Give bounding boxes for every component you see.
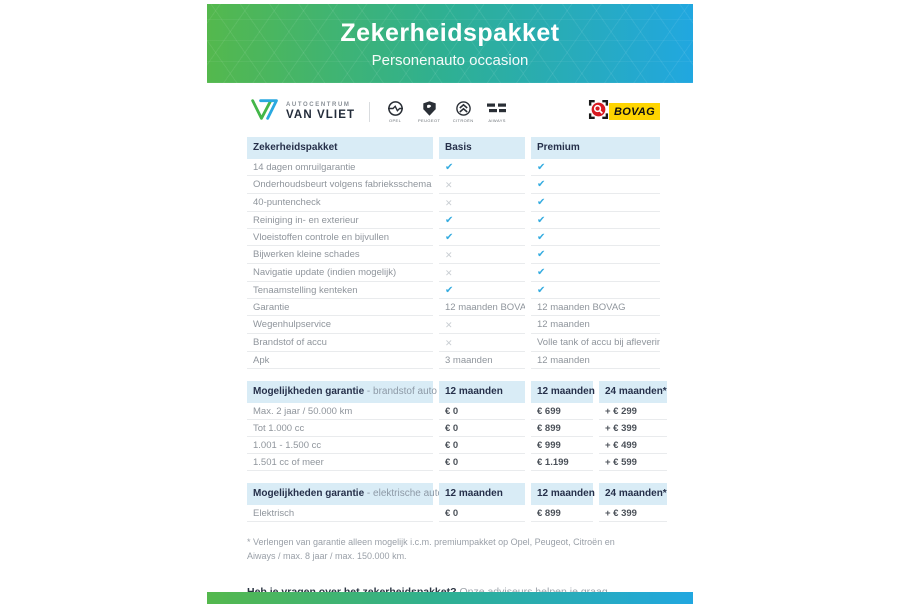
price-value: + € 299 (599, 403, 667, 420)
vertical-divider (369, 101, 371, 122)
price-value: € 0 (439, 420, 525, 437)
citroen-icon (455, 101, 471, 116)
row-label: Elektrisch (247, 505, 433, 522)
electric-col-12m-premium: 12 maanden (531, 483, 595, 505)
cross-icon: ✕ (439, 176, 525, 194)
bottom-gradient-bar (207, 592, 693, 604)
electric-table-title: Mogelijkheden garantie - elektrische aut… (247, 483, 443, 505)
brand-logos: OPEL PEUGEOT CITROËN (384, 100, 508, 123)
flyer-page: Zekerheidspakket Personenauto occasion A… (207, 4, 693, 604)
package-comparison-table: Zekerheidspakket Basis Premium 14 dagen … (247, 137, 660, 369)
row-label: Onderhoudsbeurt volgens fabrieksschema (247, 176, 433, 194)
column-header-premium: Premium (531, 137, 660, 159)
premium-value: 12 maanden BOVAG (531, 299, 660, 316)
page-subtitle: Personenauto occasion (371, 52, 529, 69)
row-label: 1.001 - 1.500 cc (247, 437, 433, 454)
row-label: Wegenhulpservice (247, 316, 433, 334)
row-label: Reiniging in- en exterieur (247, 212, 433, 229)
cross-icon: ✕ (439, 316, 525, 334)
row-label: 40-puntencheck (247, 194, 433, 212)
basis-value: 3 maanden (439, 352, 525, 369)
price-value: € 0 (439, 454, 525, 471)
cross-icon: ✕ (439, 334, 525, 352)
fuel-warranty-table: Mogelijkheden garantie - brandstof auto … (247, 381, 667, 471)
row-label: Apk (247, 352, 433, 369)
basis-value: 12 maanden BOVAG (439, 299, 525, 316)
row-label: Tot 1.000 cc (247, 420, 433, 437)
row-label: Max. 2 jaar / 50.000 km (247, 403, 433, 420)
row-label: Navigatie update (indien mogelijk) (247, 264, 433, 282)
price-value: € 0 (439, 403, 525, 420)
row-label: Bijwerken kleine schades (247, 246, 433, 264)
premium-value: 12 maanden (531, 316, 660, 334)
cross-icon: ✕ (439, 194, 525, 212)
banner: Zekerheidspakket Personenauto occasion (207, 4, 693, 83)
bovag-icon (588, 99, 609, 125)
electric-warranty-table: Mogelijkheden garantie - elektrische aut… (247, 483, 667, 522)
price-value: + € 499 (599, 437, 667, 454)
premium-value: 12 maanden (531, 352, 660, 369)
check-icon: ✔ (439, 159, 525, 176)
price-value: € 899 (531, 505, 593, 522)
aiways-logo: AIWAYS (486, 100, 508, 123)
page-title: Zekerheidspakket (340, 19, 560, 47)
dealer-logo: AUTOCENTRUM VAN VLIET (250, 97, 355, 127)
bovag-logo: BOVAG (588, 99, 660, 125)
row-label: Tenaamstelling kenteken (247, 282, 433, 299)
citroen-logo: CITROËN (452, 100, 474, 123)
dealer-name-top: AUTOCENTRUM (286, 101, 351, 108)
check-icon: ✔ (531, 229, 660, 246)
check-icon: ✔ (531, 264, 660, 282)
column-header-basis: Basis (439, 137, 525, 159)
check-icon: ✔ (531, 246, 660, 264)
price-value: € 899 (531, 420, 593, 437)
dealer-name-bottom: VAN VLIET (286, 108, 356, 121)
fuel-col-12m-basis: 12 maanden (439, 381, 525, 403)
row-label: 1.501 cc of meer (247, 454, 433, 471)
aiways-icon (487, 103, 507, 113)
logo-row: AUTOCENTRUM VAN VLIET OPEL PEUGEOT (250, 96, 660, 127)
price-value: € 699 (531, 403, 593, 420)
row-label: 14 dagen omruilgarantie (247, 159, 433, 176)
price-value: € 1.199 (531, 454, 593, 471)
footnote: * Verlengen van garantie alleen mogelijk… (247, 537, 615, 561)
check-icon: ✔ (531, 282, 660, 299)
cross-icon: ✕ (439, 246, 525, 264)
check-icon: ✔ (531, 159, 660, 176)
price-value: + € 399 (599, 420, 667, 437)
peugeot-logo: PEUGEOT (418, 100, 440, 123)
check-icon: ✔ (531, 176, 660, 194)
bovag-wordmark: BOVAG (608, 103, 660, 120)
price-value: € 999 (531, 437, 593, 454)
dealer-name: AUTOCENTRUM VAN VLIET (286, 102, 355, 122)
price-value: + € 399 (599, 505, 667, 522)
fuel-col-12m-premium: 12 maanden (531, 381, 595, 403)
peugeot-icon (422, 101, 436, 116)
fuel-col-24m: 24 maanden* (599, 381, 667, 403)
package-table-title: Zekerheidspakket (247, 137, 433, 159)
electric-col-12m-basis: 12 maanden (439, 483, 525, 505)
van-vliet-v7-icon (250, 97, 280, 127)
tables-section: Zekerheidspakket Basis Premium 14 dagen … (247, 137, 667, 522)
check-icon: ✔ (439, 229, 525, 246)
cross-icon: ✕ (439, 264, 525, 282)
check-icon: ✔ (531, 212, 660, 229)
check-icon: ✔ (439, 282, 525, 299)
check-icon: ✔ (439, 212, 525, 229)
opel-logo: OPEL (384, 100, 406, 123)
price-value: € 0 (439, 505, 525, 522)
electric-col-24m: 24 maanden* (599, 483, 667, 505)
premium-value: Volle tank of accu bij aflevering (531, 334, 660, 352)
price-value: + € 599 (599, 454, 667, 471)
row-label: Brandstof of accu (247, 334, 433, 352)
fuel-table-title: Mogelijkheden garantie - brandstof auto (247, 381, 437, 403)
price-value: € 0 (439, 437, 525, 454)
check-icon: ✔ (531, 194, 660, 212)
opel-icon (387, 101, 403, 116)
row-label: Garantie (247, 299, 433, 316)
row-label: Vloeistoffen controle en bijvullen (247, 229, 433, 246)
